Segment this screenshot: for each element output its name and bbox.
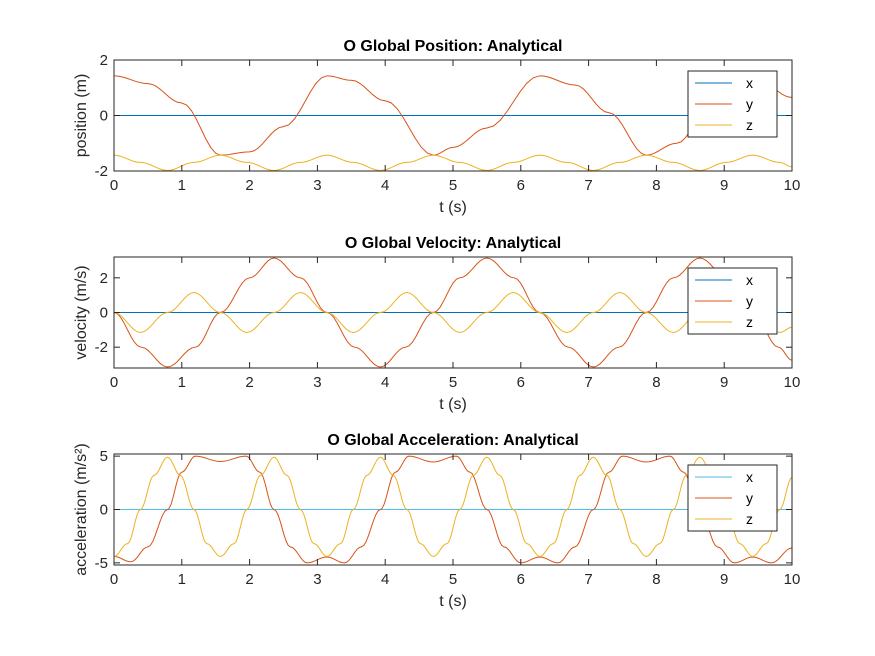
x-tick-label: 7 [584, 177, 592, 194]
legend: xyz [687, 464, 778, 532]
series-line-y [114, 257, 792, 368]
x-axis-label: t (s) [439, 199, 467, 216]
x-tick-label: 8 [652, 177, 660, 194]
x-tick-label: 10 [784, 177, 801, 194]
x-tick-label: 8 [652, 571, 660, 588]
x-tick-label: 1 [178, 571, 186, 588]
y-tick-label: 0 [100, 502, 108, 519]
legend-label-y: y [746, 293, 753, 309]
y-axis-label: acceleration (m/s²) [73, 443, 90, 575]
x-axis-label: t (s) [439, 396, 467, 413]
legend: xyz [687, 267, 778, 335]
x-tick-label: 10 [784, 571, 801, 588]
y-axis-label: velocity (m/s) [73, 265, 90, 359]
subplot-2: 0 1 2 3 4 5 6 7 8 9 10 -2 0 2 O Global Velocity: Analy… [73, 235, 800, 413]
series-group [114, 75, 792, 171]
x-tick-label: 1 [178, 177, 186, 194]
chart-title: O Global Velocity: Analytical [345, 235, 561, 252]
x-tick-label: 3 [313, 571, 321, 588]
y-axis-label: position (m) [73, 74, 90, 158]
y-tick-label: 2 [100, 270, 108, 287]
x-tick-label: 7 [584, 571, 592, 588]
x-tick-label: 4 [381, 374, 389, 391]
legend-label-z: z [746, 117, 753, 133]
legend: xyz [687, 70, 778, 138]
x-tick-label: 0 [110, 177, 118, 194]
legend-label-x: x [746, 469, 753, 485]
x-tick-label: 2 [245, 571, 253, 588]
x-tick-label: 3 [313, 177, 321, 194]
x-tick-label: 5 [449, 571, 457, 588]
x-tick-label: 3 [313, 374, 321, 391]
y-tick-label: -2 [95, 339, 108, 356]
series-group [114, 455, 792, 564]
x-tick-label: 0 [110, 374, 118, 391]
x-tick-label: 9 [720, 177, 728, 194]
y-tick-label: 0 [100, 305, 108, 322]
x-tick-label: 8 [652, 374, 660, 391]
chart-title: O Global Position: Analytical [344, 38, 563, 55]
series-line-z [114, 456, 792, 557]
x-tick-label: 9 [720, 374, 728, 391]
x-tick-label: 5 [449, 177, 457, 194]
legend-label-z: z [746, 314, 753, 330]
legend-label-z: z [746, 511, 753, 527]
series-line-y [114, 455, 792, 564]
series-line-z [114, 154, 792, 171]
y-tick-label: 5 [100, 448, 108, 465]
legend-label-y: y [746, 490, 753, 506]
x-tick-label: 4 [381, 177, 389, 194]
x-tick-label: 7 [584, 374, 592, 391]
y-tick-label: 0 [100, 108, 108, 125]
legend-label-x: x [746, 75, 753, 91]
x-tick-label: 6 [517, 374, 525, 391]
chart-title: O Global Acceleration: Analytical [327, 432, 578, 449]
x-tick-label: 2 [245, 374, 253, 391]
y-tick-label: -2 [95, 163, 108, 180]
x-axis-label: t (s) [439, 593, 467, 610]
x-tick-label: 6 [517, 177, 525, 194]
x-tick-label: 0 [110, 571, 118, 588]
x-tick-label: 6 [517, 571, 525, 588]
legend-label-y: y [746, 96, 753, 112]
legend-label-x: x [746, 272, 753, 288]
series-line-y [114, 75, 792, 156]
y-tick-label: -5 [95, 555, 108, 572]
x-tick-label: 2 [245, 177, 253, 194]
x-tick-label: 4 [381, 571, 389, 588]
y-tick-label: 2 [100, 52, 108, 69]
x-tick-label: 5 [449, 374, 457, 391]
x-tick-label: 10 [784, 374, 801, 391]
x-tick-label: 1 [178, 374, 186, 391]
x-tick-label: 9 [720, 571, 728, 588]
